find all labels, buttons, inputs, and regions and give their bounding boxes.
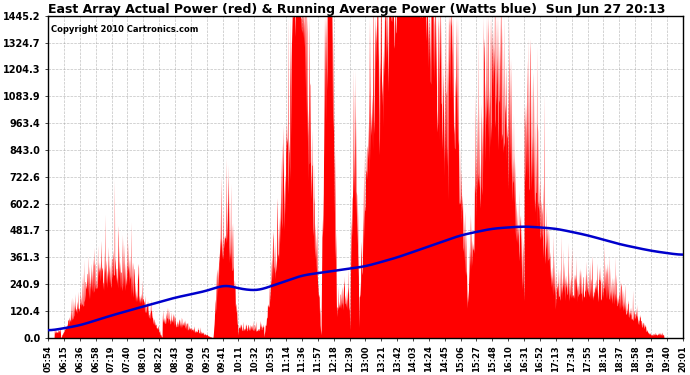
Text: Copyright 2010 Cartronics.com: Copyright 2010 Cartronics.com bbox=[51, 26, 199, 34]
Text: East Array Actual Power (red) & Running Average Power (Watts blue)  Sun Jun 27 2: East Array Actual Power (red) & Running … bbox=[48, 3, 665, 16]
